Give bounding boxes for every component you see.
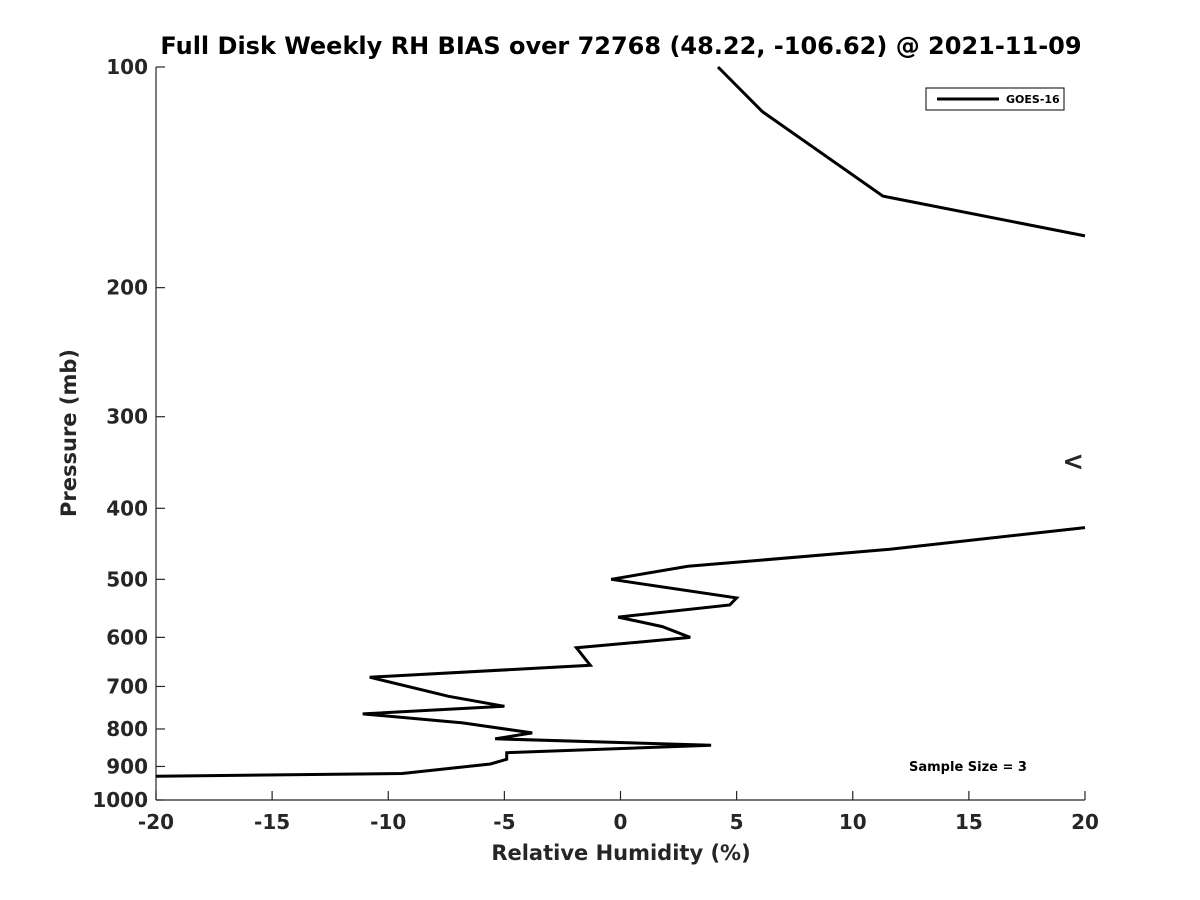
- x-tick-label: 0: [614, 810, 628, 834]
- axis-ticks: -20 -15 -10 -5 0 5 10 15 20 100 200 300 400 500 600 700…: [92, 55, 1099, 834]
- series-line-goes-16: [155, 526, 1086, 778]
- x-tick-label: -20: [138, 810, 174, 834]
- sample-size-note: Sample Size = 3: [909, 760, 1027, 775]
- y-tick-label: 1000: [92, 788, 148, 812]
- legend-label-goes-16: GOES-16: [1006, 93, 1060, 106]
- legend: GOES-16: [925, 87, 1065, 111]
- y-tick-label: 600: [106, 625, 148, 649]
- x-tick-label: 5: [730, 810, 744, 834]
- y-tick-label: 700: [106, 674, 148, 698]
- x-tick-label: 10: [839, 810, 867, 834]
- plot-axes: [155, 67, 1085, 801]
- x-tick-label: -10: [370, 810, 406, 834]
- y-tick-label: 400: [106, 496, 148, 520]
- y-tick-label: 800: [106, 717, 148, 741]
- y-tick-label: 200: [106, 276, 148, 300]
- x-tick-label: -15: [254, 810, 290, 834]
- chart-title: Full Disk Weekly RH BIAS over 72768 (48.…: [160, 32, 1081, 60]
- y-axis-label: Pressure (mb): [57, 349, 81, 517]
- out-of-range-marker: <: [1062, 447, 1084, 477]
- x-tick-label: 15: [955, 810, 983, 834]
- x-axis-label: Relative Humidity (%): [491, 841, 750, 865]
- x-tick-label: 20: [1071, 810, 1099, 834]
- y-tick-label: 300: [106, 405, 148, 429]
- y-tick-label: 900: [106, 754, 148, 778]
- x-tick-label: -5: [493, 810, 515, 834]
- y-tick-label: 100: [106, 55, 148, 79]
- y-tick-label: 500: [106, 567, 148, 591]
- series-layer: <: [155, 65, 1086, 778]
- series-line-goes-16: [716, 65, 1086, 238]
